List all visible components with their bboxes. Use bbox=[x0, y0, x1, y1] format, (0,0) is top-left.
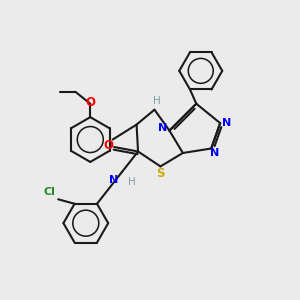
Text: O: O bbox=[104, 139, 114, 152]
Text: N: N bbox=[222, 118, 231, 128]
Text: H: H bbox=[128, 177, 135, 187]
Text: N: N bbox=[210, 148, 219, 158]
Text: O: O bbox=[85, 96, 95, 109]
Text: S: S bbox=[156, 167, 164, 180]
Text: N: N bbox=[109, 176, 118, 185]
Text: N: N bbox=[158, 123, 167, 133]
Text: Cl: Cl bbox=[43, 187, 55, 197]
Text: H: H bbox=[153, 96, 161, 106]
